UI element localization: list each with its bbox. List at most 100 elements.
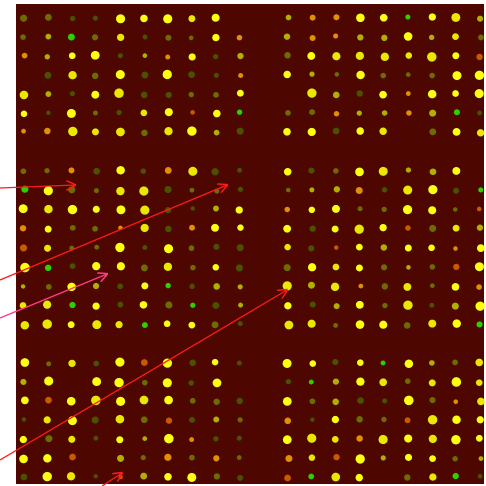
spot: [451, 13, 460, 22]
spot: [67, 109, 76, 118]
spot: [403, 205, 412, 214]
spot: [284, 207, 289, 212]
spot: [141, 110, 148, 117]
spot: [68, 205, 77, 214]
spot: [356, 416, 362, 422]
spot: [475, 262, 484, 271]
spot: [406, 72, 411, 77]
spot: [44, 205, 53, 214]
spot: [284, 321, 293, 330]
spot: [428, 185, 437, 194]
spot: [117, 262, 125, 270]
spot: [476, 321, 482, 327]
spot: [333, 168, 339, 174]
spot: [163, 378, 172, 387]
spot: [238, 321, 243, 326]
spot: [43, 454, 51, 462]
spot: [116, 187, 124, 195]
spot: [452, 52, 459, 59]
spot: [405, 14, 410, 19]
spot: [307, 434, 316, 443]
spot: [332, 226, 339, 233]
spot: [334, 111, 339, 116]
spot: [68, 360, 75, 367]
spot: [211, 224, 219, 232]
spot: [45, 14, 52, 21]
spot: [238, 187, 243, 192]
spot: [476, 54, 482, 60]
spot: [237, 90, 244, 97]
spot: [117, 34, 124, 41]
spot: [116, 70, 125, 79]
spot: [356, 320, 365, 329]
spot: [212, 321, 219, 328]
spot: [237, 361, 242, 366]
spot: [379, 321, 387, 329]
spot: [67, 472, 75, 480]
spot: [164, 473, 172, 481]
spot: [141, 92, 148, 99]
spot: [92, 226, 98, 232]
spot: [164, 454, 171, 461]
spot: [452, 167, 460, 175]
spot: [142, 322, 148, 328]
spot: [238, 417, 243, 422]
spot: [356, 378, 364, 386]
spot: [93, 361, 99, 367]
spot: [357, 397, 364, 404]
spot: [116, 205, 125, 214]
spot: [453, 71, 462, 80]
spot: [20, 244, 27, 251]
spot: [429, 73, 435, 79]
spot: [68, 71, 76, 79]
spot: [475, 359, 483, 367]
spot: [164, 263, 172, 271]
spot: [213, 436, 218, 441]
spot: [284, 244, 291, 251]
spot: [404, 434, 412, 442]
spot: [285, 110, 291, 116]
spot: [68, 436, 75, 443]
spot: [479, 456, 484, 461]
spot: [381, 53, 389, 61]
spot: [453, 473, 459, 479]
spot: [477, 111, 482, 116]
spot: [286, 188, 291, 193]
spot: [308, 128, 316, 136]
spot: [379, 224, 386, 231]
spot: [454, 109, 460, 115]
spot: [403, 283, 411, 291]
spot: [212, 34, 219, 41]
spot: [356, 13, 365, 22]
spot: [140, 205, 149, 214]
spot: [115, 321, 122, 328]
spot: [213, 54, 218, 59]
spot: [475, 89, 484, 98]
spot: [477, 244, 485, 252]
spot: [45, 91, 51, 97]
spot: [452, 377, 462, 387]
spot: [357, 110, 362, 115]
spot: [187, 126, 196, 135]
spot: [332, 416, 339, 423]
spot: [430, 168, 437, 175]
spot: [237, 168, 242, 173]
spot: [309, 398, 315, 404]
spot: [356, 454, 365, 463]
spot: [213, 283, 220, 290]
spot: [190, 398, 196, 404]
spot: [310, 225, 316, 231]
spot: [141, 282, 148, 289]
spot: [430, 283, 435, 288]
spot: [45, 34, 51, 40]
spot: [143, 53, 148, 58]
spot: [405, 454, 412, 461]
spot: [356, 52, 364, 60]
spot: [404, 32, 413, 41]
spot: [284, 264, 291, 271]
spot: [116, 415, 125, 424]
spot: [141, 264, 148, 271]
spot: [406, 167, 411, 172]
spot: [452, 90, 459, 97]
spot: [428, 244, 435, 251]
